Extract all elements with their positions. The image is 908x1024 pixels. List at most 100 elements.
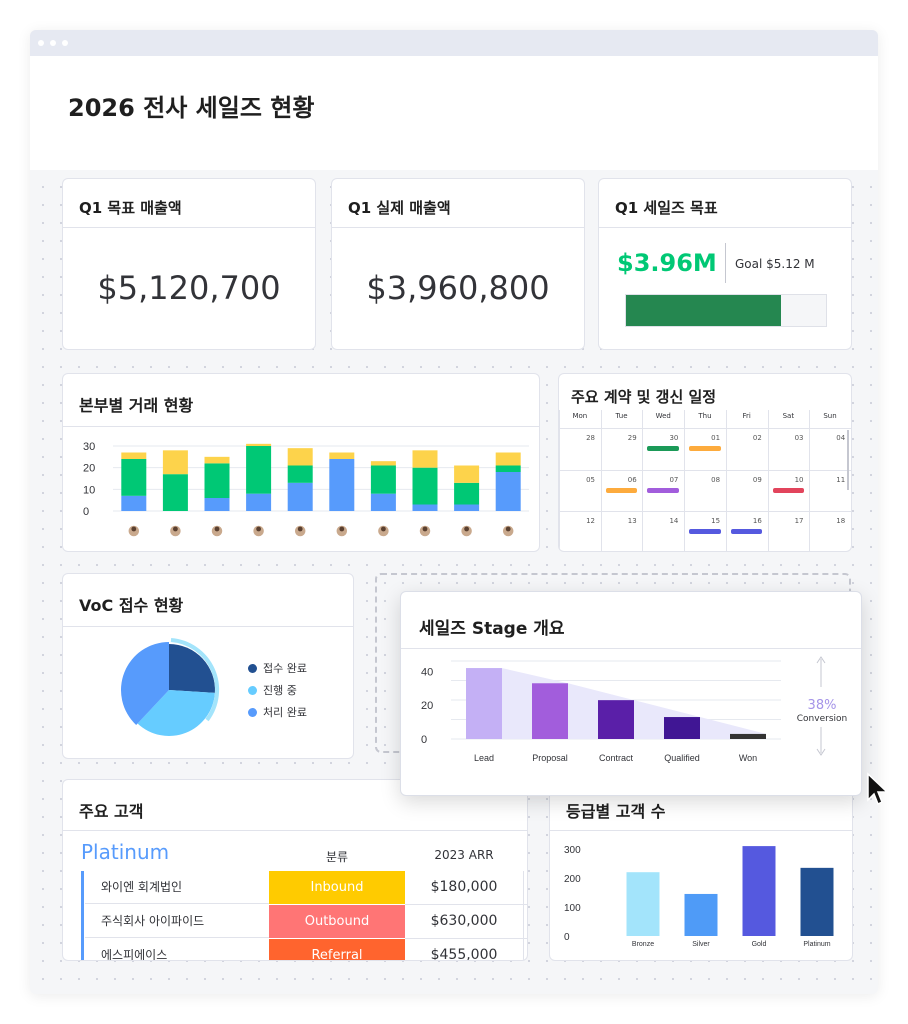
calendar-day[interactable]: 16 xyxy=(752,517,762,525)
calendar-day[interactable]: 13 xyxy=(627,517,637,525)
weekday-header: Thu xyxy=(698,412,712,420)
y-tick-label: 200 xyxy=(564,874,581,885)
column-header-type[interactable]: 분류 xyxy=(325,850,349,864)
avatar-face xyxy=(214,526,220,532)
calendar-day[interactable]: 01 xyxy=(711,434,721,442)
card-title: 주요 계약 및 갱신 일정 xyxy=(571,388,717,406)
add-column-icon[interactable]: + xyxy=(523,844,527,863)
legend-item[interactable]: 접수 완료 xyxy=(248,660,307,676)
card-title: Q1 세일즈 목표 xyxy=(615,199,718,217)
customers-by-tier-card[interactable]: 등급별 고객 수 300 200 100 0 Bronze Silver Gold Plati… xyxy=(549,779,853,961)
y-tick-label: 10 xyxy=(83,484,95,496)
goal-progress-fill xyxy=(626,295,781,326)
pie-slice xyxy=(120,642,169,725)
group-name[interactable]: Platinum xyxy=(81,840,170,864)
avatar-face xyxy=(297,526,303,532)
tier-bar-chart: 300 200 100 0 Bronze Silver Gold Platinum xyxy=(564,845,834,948)
key-customers-card[interactable]: 주요 고객 Platinum 분류 2023 ARR + 와이엔 회계법인Inb… xyxy=(62,779,528,961)
calendar-day[interactable]: 17 xyxy=(794,517,804,525)
empty-cell[interactable] xyxy=(523,939,527,960)
bar-segment xyxy=(246,493,272,511)
legend-label: 접수 완료 xyxy=(263,662,307,675)
x-tick-label: Qualified xyxy=(664,753,700,763)
calendar-event[interactable] xyxy=(605,487,638,493)
calendar-day[interactable]: 02 xyxy=(752,434,762,442)
calendar-day[interactable]: 14 xyxy=(669,517,679,525)
calendar-vline xyxy=(559,410,560,551)
calendar-day[interactable]: 04 xyxy=(836,434,846,442)
calendar-hline xyxy=(559,511,851,512)
empty-cell[interactable] xyxy=(523,905,527,939)
calendar-day[interactable]: 03 xyxy=(794,434,804,442)
y-tick-label: 100 xyxy=(564,903,581,914)
calendar-event[interactable] xyxy=(730,529,763,534)
calendar-vline xyxy=(684,410,686,551)
legend-dot xyxy=(248,664,257,673)
customer-arr[interactable]: $455,000 xyxy=(405,939,523,960)
legend-item[interactable]: 진행 중 xyxy=(248,682,297,698)
calendar-event[interactable] xyxy=(689,529,721,534)
calendar-day[interactable]: 06 xyxy=(627,475,637,484)
calendar-day[interactable]: 05 xyxy=(586,475,595,484)
card-title: VoC 접수 현황 xyxy=(79,596,184,615)
calendar-day[interactable]: 11 xyxy=(836,475,846,484)
customer-name[interactable]: 주식회사 아이파이드 xyxy=(85,905,269,938)
bar-segment xyxy=(412,450,438,468)
bar-segment xyxy=(162,474,188,511)
calendar-day[interactable]: 12 xyxy=(586,517,595,525)
calendar-day[interactable]: 08 xyxy=(711,475,721,484)
customer-type-label[interactable]: Referral xyxy=(269,939,405,960)
bar-segment xyxy=(287,448,313,466)
conversion-label: Conversion xyxy=(796,714,848,724)
bar-segment xyxy=(204,456,230,464)
customer-name[interactable]: 와이엔 회계법인 xyxy=(85,871,269,904)
q1-target-card[interactable]: Q1 목표 매출액 $5,120,700 xyxy=(62,178,316,350)
customer-name[interactable]: 에스피에이스 xyxy=(85,939,269,960)
legend-dot xyxy=(248,686,257,695)
empty-cell[interactable] xyxy=(523,871,527,905)
stage-bar xyxy=(466,668,502,739)
calendar-event[interactable] xyxy=(647,487,680,493)
tier-bar xyxy=(626,872,660,936)
calendar-day[interactable]: 10 xyxy=(794,475,804,484)
calendar-day[interactable]: 09 xyxy=(752,475,762,484)
calendar-day[interactable]: 07 xyxy=(669,475,679,484)
goal-divider xyxy=(725,243,726,283)
weekday-header: Sat xyxy=(782,412,795,420)
bar-segment xyxy=(204,498,230,511)
calendar-event[interactable] xyxy=(689,446,721,451)
calendar-event[interactable] xyxy=(647,446,680,451)
calendar-day[interactable]: 30 xyxy=(669,434,679,442)
calendar-day[interactable]: 18 xyxy=(836,517,846,525)
legend-item[interactable]: 처리 완료 xyxy=(248,704,307,720)
calendar-day[interactable]: 28 xyxy=(586,434,595,442)
x-tick-label: Silver xyxy=(692,941,710,948)
calendar-day[interactable]: 29 xyxy=(627,434,637,442)
card-title: 등급별 고객 수 xyxy=(566,802,666,821)
contract-calendar-card[interactable]: 주요 계약 및 갱신 일정 Mon Tue Wed Thu Fri Sat Sun 28 29 3… xyxy=(558,373,852,552)
pie-slice xyxy=(137,690,215,736)
q1-goal-card[interactable]: Q1 세일즈 목표 $3.96M Goal $5.12 M xyxy=(598,178,852,350)
customer-type-label[interactable]: Outbound xyxy=(269,905,405,939)
deals-by-division-card[interactable]: 본부별 거래 현황 30 20 10 0 xyxy=(62,373,540,552)
calendar-day[interactable]: 15 xyxy=(711,517,721,525)
calendar-scrollbar[interactable] xyxy=(847,430,849,490)
window-dot xyxy=(38,40,44,46)
window-dot xyxy=(62,40,68,46)
column-header-arr[interactable]: 2023 ARR xyxy=(434,848,494,862)
q1-actual-card[interactable]: Q1 실제 매출액 $3,960,800 xyxy=(331,178,585,350)
q1-target-value: $5,120,700 xyxy=(97,269,281,307)
x-tick-label: Won xyxy=(739,753,757,763)
calendar-event[interactable] xyxy=(772,487,805,493)
sales-stage-card[interactable]: 세일즈 Stage 개요 40 20 0 Lead Proposal Contract Qu… xyxy=(400,591,862,796)
weekday-header: Tue xyxy=(615,412,628,420)
x-tick-label: Contract xyxy=(599,753,634,763)
customer-arr[interactable]: $180,000 xyxy=(405,871,523,905)
bar-segment xyxy=(121,459,147,496)
customer-arr[interactable]: $630,000 xyxy=(405,905,523,939)
group-color-bar xyxy=(81,871,84,960)
avatar-face xyxy=(131,526,137,532)
tier-bar xyxy=(684,893,718,936)
customer-type-label[interactable]: Inbound xyxy=(269,871,405,905)
